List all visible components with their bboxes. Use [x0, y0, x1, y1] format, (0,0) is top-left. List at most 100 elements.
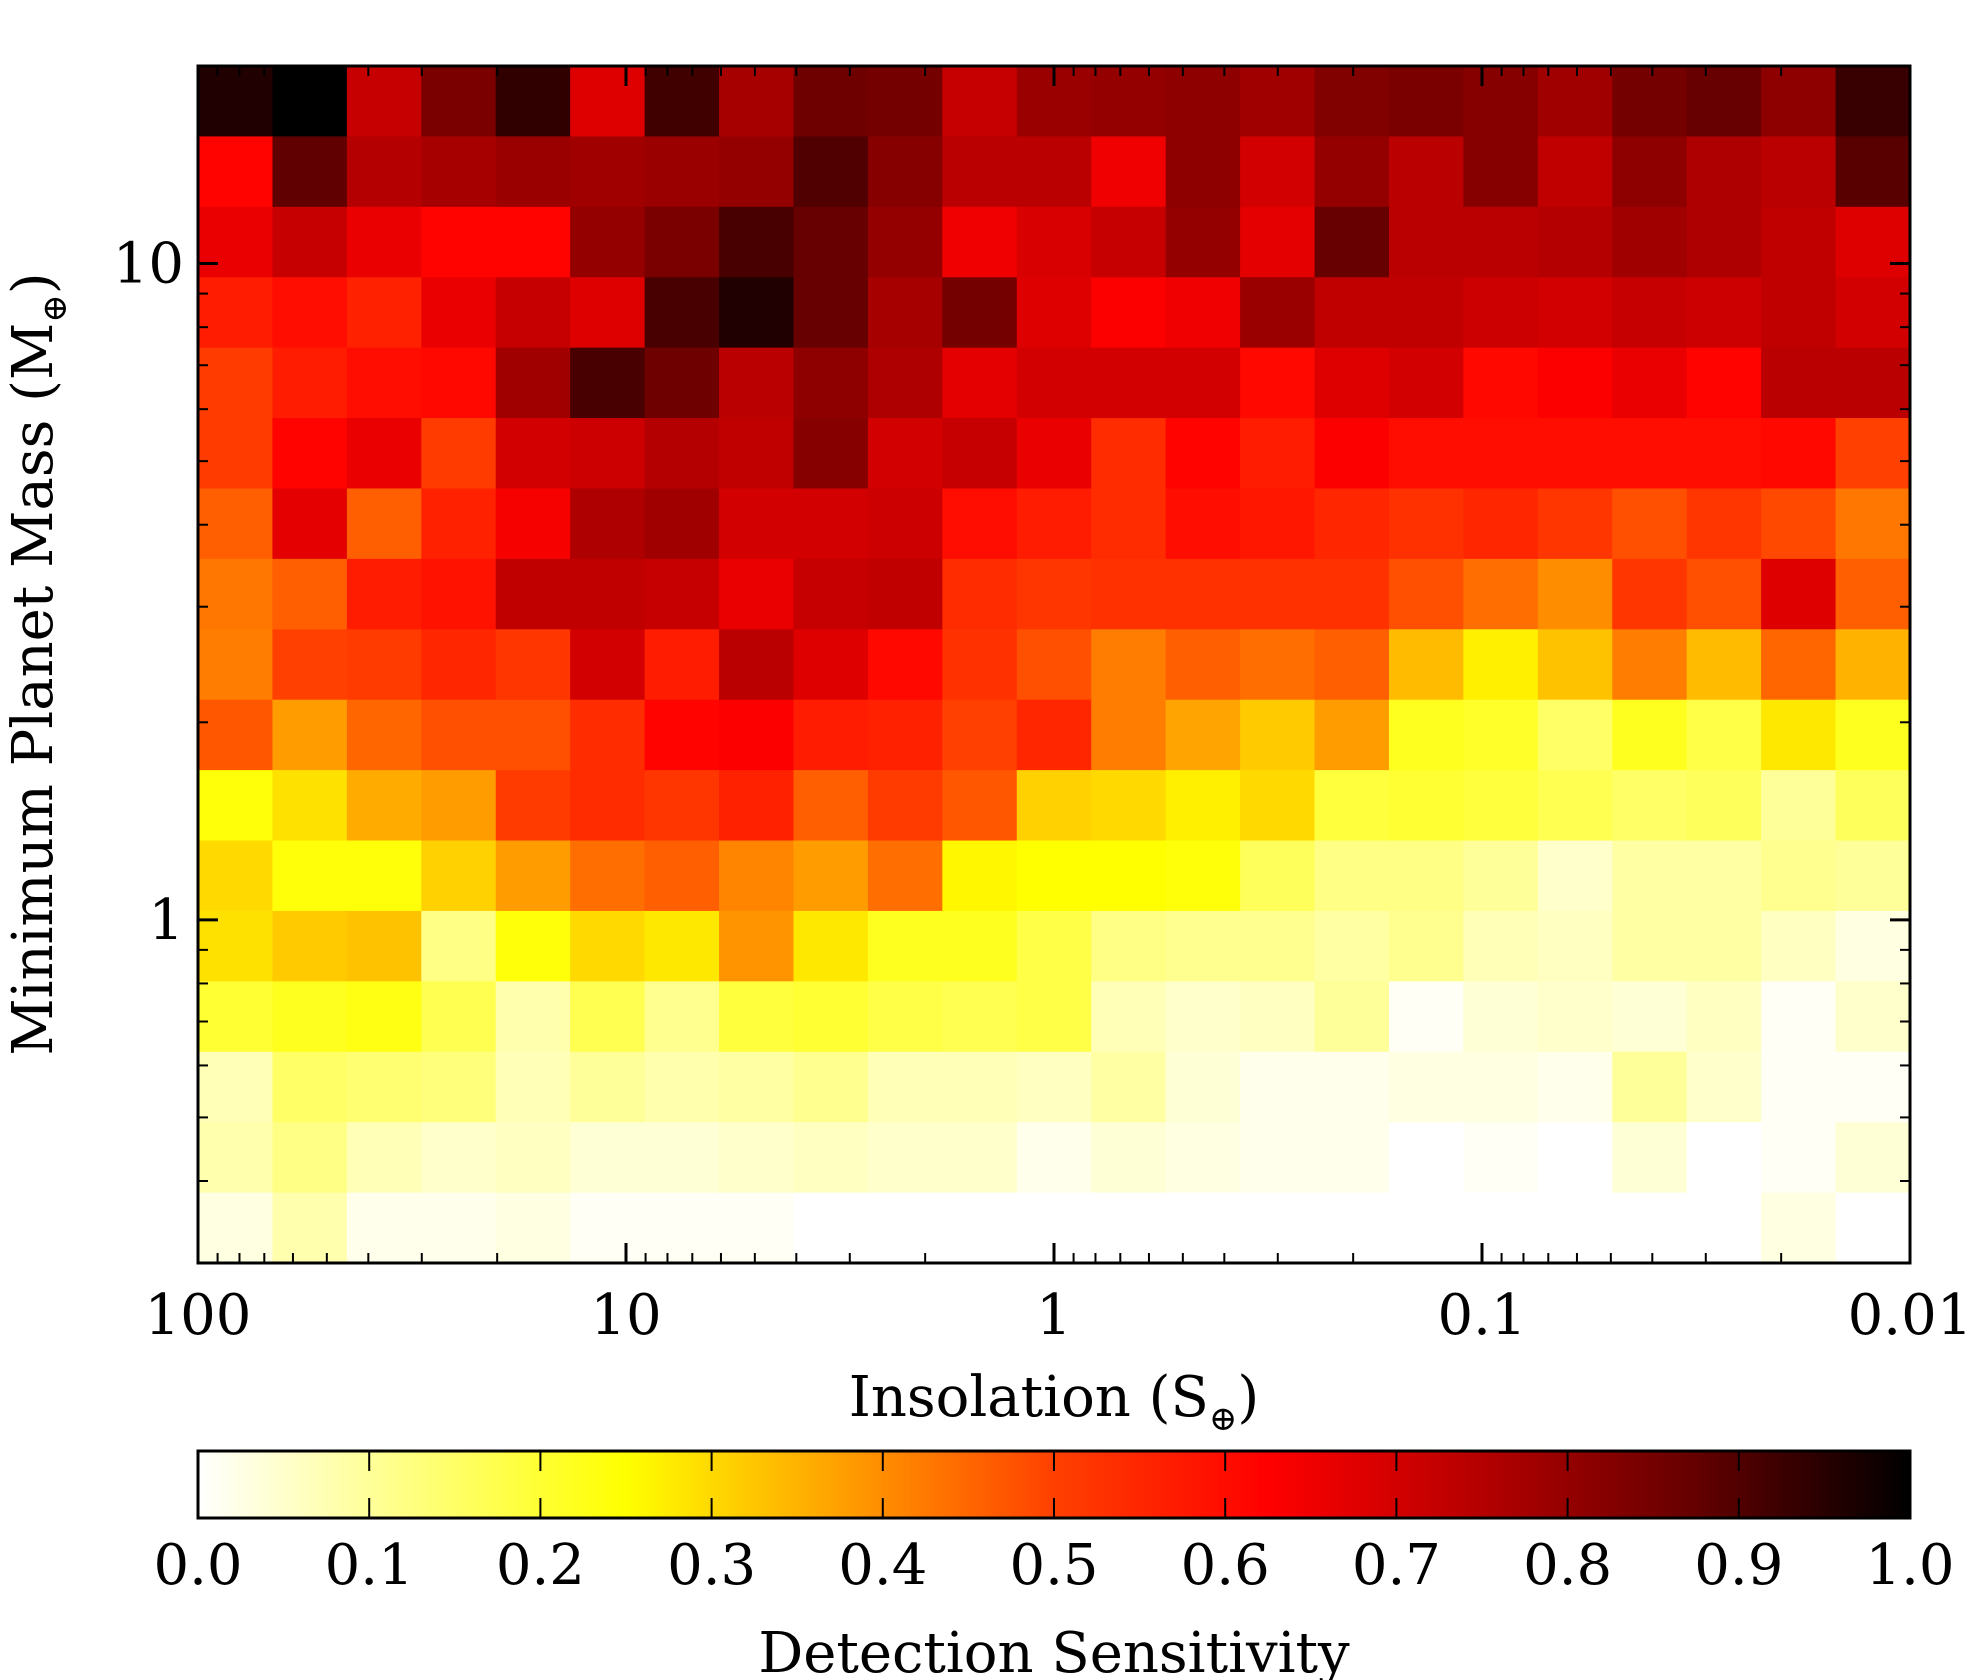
heatmap-cell — [1686, 1051, 1762, 1123]
heatmap-cell — [942, 206, 1018, 278]
x-tick-label: 1 — [1036, 1283, 1072, 1348]
heatmap-cell — [793, 629, 869, 701]
heatmap-cell — [1314, 699, 1390, 771]
heatmap-cell — [1612, 277, 1688, 349]
heatmap-cell — [1463, 910, 1539, 982]
heatmap-cell — [1165, 488, 1241, 560]
heatmap-cell — [495, 66, 571, 138]
heatmap-cell — [1165, 136, 1241, 208]
heatmap-cell — [495, 699, 571, 771]
heatmap-cell — [1388, 136, 1464, 208]
heatmap-cell — [1016, 910, 1092, 982]
heatmap-cell — [644, 1122, 720, 1194]
colorbar-tick-label: 0.5 — [1009, 1533, 1098, 1598]
colorbar-tick-label: 0.3 — [667, 1533, 756, 1598]
heatmap-cell — [421, 629, 497, 701]
plot-frame — [196, 64, 1912, 1265]
heatmap-cell — [644, 981, 720, 1053]
colorbar-tick-label: 0.0 — [153, 1533, 242, 1598]
heatmap-cell — [1388, 66, 1464, 138]
heatmap-cell — [1761, 770, 1837, 842]
heatmap-cell — [1091, 981, 1167, 1053]
heatmap-cell — [495, 277, 571, 349]
heatmap-cell — [198, 1122, 274, 1194]
heatmap-cell — [198, 770, 274, 842]
heatmap-cell — [1463, 770, 1539, 842]
heatmap-cell — [1240, 66, 1316, 138]
heatmap-cell — [1091, 206, 1167, 278]
heatmap-cell — [1240, 629, 1316, 701]
heatmap-cell — [198, 910, 274, 982]
heatmap-cell — [1165, 1122, 1241, 1194]
heatmap-cell — [346, 1192, 422, 1264]
heatmap-cell — [346, 699, 422, 771]
heatmap-cell — [346, 277, 422, 349]
x-tick-label: 0.01 — [1848, 1283, 1973, 1348]
heatmap-cell — [867, 840, 943, 912]
heatmap-cell — [1016, 1122, 1092, 1194]
heatmap-cell — [570, 347, 646, 419]
heatmap-cell — [1835, 699, 1911, 771]
heatmap-cell — [1463, 629, 1539, 701]
heatmap-cell — [1835, 206, 1911, 278]
heatmap-cell — [346, 418, 422, 490]
colorbar-tick-label: 0.2 — [496, 1533, 585, 1598]
heatmap-cell — [1463, 981, 1539, 1053]
heatmap-cell — [793, 770, 869, 842]
heatmap-cell — [942, 1122, 1018, 1194]
heatmap-cell — [1537, 277, 1613, 349]
heatmap-cell — [1463, 699, 1539, 771]
heatmap-cell — [793, 699, 869, 771]
heatmap-cell — [570, 629, 646, 701]
heatmap-cell — [495, 347, 571, 419]
heatmap-cell — [1091, 418, 1167, 490]
heatmap-cell — [644, 66, 720, 138]
heatmap-cell — [1835, 347, 1911, 419]
heatmap-cell — [1686, 206, 1762, 278]
heatmap-cell — [1314, 770, 1390, 842]
heatmap-cell — [1388, 910, 1464, 982]
y-axis-label: Minimum Planet Mass (M⊕) — [1, 272, 75, 1055]
heatmap-cell — [1314, 629, 1390, 701]
heatmap-cell — [1388, 277, 1464, 349]
heatmap-cell — [495, 136, 571, 208]
heatmap-cell — [644, 910, 720, 982]
heatmap-cell — [867, 347, 943, 419]
heatmap-cell — [198, 136, 274, 208]
heatmap-cell — [1686, 1122, 1762, 1194]
heatmap-cell — [346, 66, 422, 138]
heatmap-cell — [1165, 66, 1241, 138]
heatmap-cell — [272, 277, 348, 349]
heatmap-cell — [1761, 558, 1837, 630]
heatmap-cell — [1761, 418, 1837, 490]
heatmap-cell — [495, 840, 571, 912]
heatmap-cell — [570, 488, 646, 560]
heatmap-cell — [1686, 66, 1762, 138]
heatmap-cell — [867, 699, 943, 771]
heatmap-cell — [1686, 981, 1762, 1053]
heatmap-cell — [1612, 1122, 1688, 1194]
heatmap-cell — [570, 206, 646, 278]
heatmap-cell — [1835, 277, 1911, 349]
heatmap-cell — [1537, 699, 1613, 771]
x-tick-label: 100 — [145, 1283, 252, 1348]
heatmap-cell — [1016, 488, 1092, 560]
heatmap-cell — [1463, 277, 1539, 349]
heatmap-cell — [1091, 629, 1167, 701]
heatmap-cell — [942, 136, 1018, 208]
heatmap-cell — [346, 136, 422, 208]
heatmap-cell — [346, 1051, 422, 1123]
heatmap-cell — [1016, 206, 1092, 278]
heatmap-cell — [1388, 1051, 1464, 1123]
heatmap-cell — [1165, 699, 1241, 771]
heatmap-cell — [1612, 1051, 1688, 1123]
heatmap-cell — [570, 699, 646, 771]
heatmap-cell — [1091, 277, 1167, 349]
heatmap-cell — [495, 1122, 571, 1194]
heatmap-cell — [1165, 206, 1241, 278]
heatmap-cell — [1612, 136, 1688, 208]
heatmap-cell — [867, 1122, 943, 1194]
heatmap-cell — [1016, 1051, 1092, 1123]
heatmap-cell — [198, 418, 274, 490]
heatmap-cell — [1686, 629, 1762, 701]
